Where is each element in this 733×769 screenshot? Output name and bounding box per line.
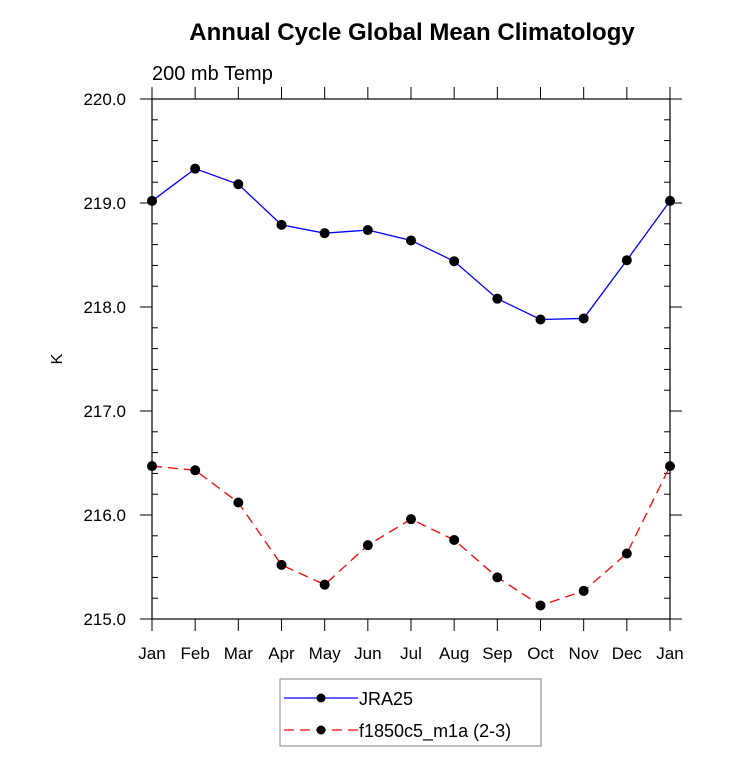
data-point (578, 313, 589, 324)
data-point (492, 572, 503, 583)
x-tick-label: Dec (612, 644, 643, 663)
data-point (147, 461, 157, 472)
x-tick-label: Jun (354, 644, 381, 663)
x-tick-label: Oct (527, 644, 554, 663)
data-point (233, 497, 244, 508)
data-point (492, 293, 503, 304)
data-point (276, 219, 287, 230)
x-tick-label: Jan (656, 644, 683, 663)
series-line (151, 465, 671, 607)
data-point (362, 540, 373, 551)
chart-title: Annual Cycle Global Mean Climatology (189, 19, 635, 46)
y-tick-label: 215.0 (83, 610, 126, 629)
plot-frame (151, 98, 671, 620)
y-tick-label: 217.0 (83, 402, 126, 421)
y-tick-label: 218.0 (83, 298, 126, 317)
chart-subtitle: 200 mb Temp (152, 63, 273, 85)
series-0 (147, 163, 675, 325)
data-point (578, 585, 589, 596)
data-point (319, 228, 330, 239)
x-tick-label: May (309, 644, 342, 663)
data-point (362, 225, 373, 236)
data-point (319, 579, 330, 590)
series-layer (147, 163, 675, 611)
data-point (406, 235, 416, 246)
legend-marker (316, 693, 326, 703)
legend: JRA25 f1850c5_m1a (2-3) (279, 678, 542, 747)
y-tick-label: 219.0 (83, 194, 126, 213)
data-point (535, 600, 546, 611)
data-point (449, 534, 460, 545)
data-point (665, 195, 675, 206)
x-tick-label: Apr (268, 644, 295, 663)
x-tick-label: Jul (400, 644, 422, 663)
series-1 (147, 461, 675, 611)
data-point (535, 314, 546, 325)
x-tick-label: Sep (482, 644, 512, 663)
data-point (190, 163, 201, 174)
y-tick-label: 220.0 (83, 90, 126, 109)
data-point (147, 195, 157, 206)
legend-marker (316, 725, 326, 735)
data-point (190, 465, 201, 476)
x-tick-label: Feb (181, 644, 210, 663)
data-point (665, 461, 675, 472)
data-point (621, 548, 632, 559)
x-tick-label: Aug (439, 644, 469, 663)
data-point (406, 514, 416, 525)
x-tick-label: Mar (224, 644, 254, 663)
legend-label: JRA25 (359, 689, 413, 709)
y-axis-label: K (49, 353, 66, 364)
x-tick-label: Nov (569, 644, 600, 663)
data-point (621, 255, 632, 266)
legend-box (279, 678, 542, 747)
axes: Jan Feb Mar Apr May Jun Jul Aug Sep Oct Nov Dec Jan 2… (83, 87, 684, 663)
y-tick-label: 216.0 (83, 506, 126, 525)
data-point (276, 559, 287, 570)
data-point (449, 256, 460, 267)
x-tick-label: Jan (138, 644, 165, 663)
data-point (233, 179, 244, 190)
legend-label: f1850c5_m1a (2-3) (359, 721, 511, 742)
